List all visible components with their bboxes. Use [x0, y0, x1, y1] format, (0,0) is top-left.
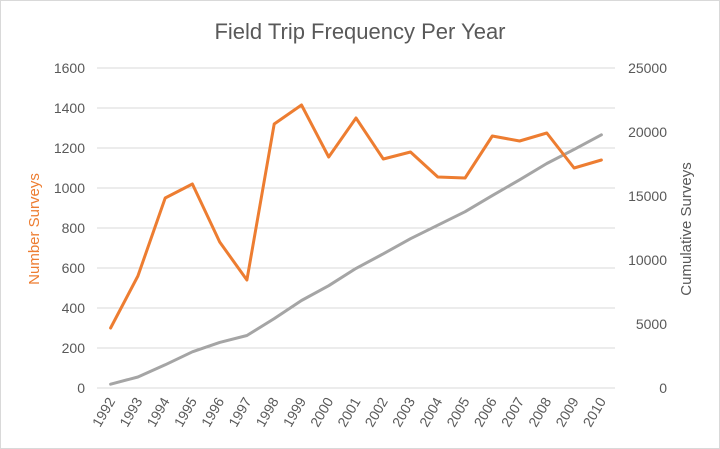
x-tick-label: 1999	[280, 394, 310, 429]
left-tick-label: 1600	[54, 60, 85, 76]
x-tick-label: 1997	[225, 394, 255, 429]
x-tick-label: 1995	[171, 394, 201, 429]
x-tick-label: 1996	[198, 394, 228, 429]
right-axis-ticks: 0 5000 10000 15000 20000 25000	[628, 60, 667, 396]
series-line-cumulative-surveys	[109, 133, 603, 386]
x-tick-label: 1992	[89, 394, 119, 429]
left-tick-label: 1000	[54, 180, 85, 196]
right-tick-label: 25000	[628, 60, 667, 76]
series-line-number-surveys	[109, 103, 603, 330]
x-tick-label: 2008	[525, 394, 555, 429]
x-tick-label: 2004	[416, 394, 446, 429]
x-tick-label: 1993	[116, 394, 146, 429]
x-tick-label: 2001	[334, 394, 364, 429]
x-tick-label: 1994	[143, 394, 173, 429]
right-tick-label: 10000	[628, 252, 667, 268]
left-tick-label: 1400	[54, 100, 85, 116]
series-layer	[109, 103, 603, 386]
left-tick-label: 600	[62, 260, 86, 276]
x-tick-label: 2010	[580, 394, 610, 429]
x-tick-label: 2005	[443, 394, 473, 429]
chart-title: Field Trip Frequency Per Year	[214, 19, 505, 44]
x-tick-label: 2002	[361, 394, 391, 429]
right-tick-label: 15000	[628, 188, 667, 204]
x-tick-label: 2006	[470, 394, 500, 429]
right-tick-label: 0	[659, 380, 667, 396]
right-tick-label: 20000	[628, 124, 667, 140]
x-tick-label: 2009	[552, 394, 582, 429]
x-tick-label: 1998	[252, 394, 282, 429]
left-tick-label: 400	[62, 300, 86, 316]
left-tick-label: 0	[77, 380, 85, 396]
x-tick-label: 2000	[307, 394, 337, 429]
right-axis-title: Cumulative Surveys	[678, 162, 695, 295]
right-tick-label: 5000	[636, 316, 667, 332]
left-tick-label: 800	[62, 220, 86, 236]
left-axis-title: Number Surveys	[26, 173, 43, 285]
x-axis-ticks: 1992199319941995199619971998199920002001…	[89, 394, 609, 429]
left-tick-label: 1200	[54, 140, 85, 156]
left-tick-label: 200	[62, 340, 86, 356]
gridlines	[97, 67, 615, 389]
x-tick-label: 2007	[498, 394, 528, 429]
x-tick-label: 2003	[389, 394, 419, 429]
left-axis-ticks: 0 200 400 600 800 1000 1200 1400 1600	[54, 60, 85, 396]
